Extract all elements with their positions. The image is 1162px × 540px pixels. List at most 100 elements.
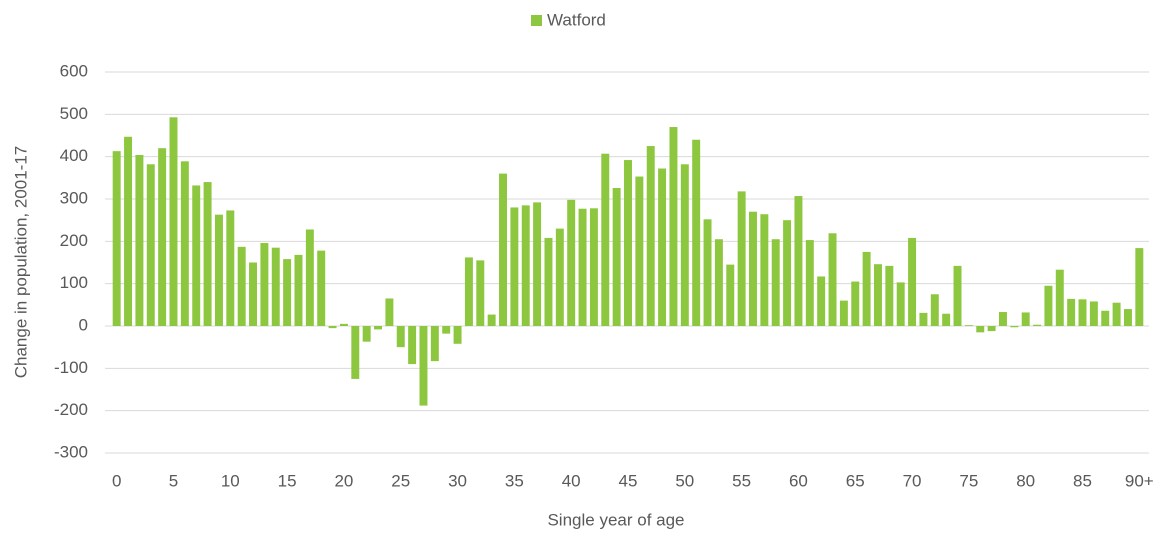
x-tick-label: 65 <box>846 471 865 490</box>
bar <box>510 207 519 326</box>
bar <box>567 199 576 326</box>
bar <box>521 205 530 326</box>
x-tick-label: 10 <box>221 471 240 490</box>
legend-label: Watford <box>547 10 606 29</box>
bar <box>544 237 553 326</box>
bar <box>771 239 780 326</box>
x-tick-label: 25 <box>391 471 410 490</box>
bar <box>158 148 167 326</box>
bar <box>339 323 348 326</box>
bar <box>635 176 644 326</box>
bar <box>703 219 712 326</box>
bar <box>476 260 485 326</box>
bar <box>237 246 246 326</box>
bar <box>612 187 621 326</box>
y-tick-label: 0 <box>79 315 88 334</box>
bar <box>919 312 928 326</box>
bar <box>169 117 178 327</box>
bar <box>351 326 360 379</box>
bar <box>646 146 655 326</box>
x-axis-title: Single year of age <box>547 510 684 529</box>
bar <box>271 247 280 326</box>
bar <box>714 239 723 326</box>
y-tick-label: 100 <box>60 273 88 292</box>
bar <box>839 300 848 326</box>
bar <box>112 151 121 326</box>
bar <box>453 326 462 344</box>
bar <box>430 326 439 362</box>
bar <box>1101 310 1110 326</box>
bar <box>828 233 837 326</box>
bar <box>589 208 598 326</box>
bar <box>464 257 473 326</box>
bar <box>601 153 610 326</box>
x-tick-label: 15 <box>278 471 297 490</box>
bar <box>680 164 689 326</box>
bar <box>862 251 871 326</box>
x-tick-label: 45 <box>619 471 638 490</box>
x-tick-label: 0 <box>112 471 121 490</box>
bar <box>260 243 269 326</box>
x-tick-label: 75 <box>959 471 978 490</box>
x-tick-label: 60 <box>789 471 808 490</box>
bar <box>385 298 394 326</box>
bar <box>805 240 814 326</box>
bar <box>726 264 735 326</box>
bar <box>896 282 905 326</box>
y-tick-label: 300 <box>60 188 88 207</box>
bar <box>203 182 212 326</box>
bar <box>1033 324 1042 326</box>
y-tick-label: -200 <box>54 400 88 419</box>
x-tick-label: 50 <box>675 471 694 490</box>
bar <box>624 160 632 326</box>
bar <box>249 262 258 326</box>
bar <box>499 173 507 326</box>
bar <box>1089 301 1098 326</box>
bar <box>953 265 962 326</box>
bar <box>760 214 769 326</box>
bar <box>930 294 939 326</box>
bar <box>817 276 826 326</box>
bar <box>908 237 917 326</box>
bar <box>783 220 792 326</box>
x-tick-label: 5 <box>169 471 178 490</box>
bar <box>1135 248 1144 326</box>
bar <box>692 139 701 326</box>
y-tick-label: 600 <box>60 61 88 80</box>
bar <box>658 168 667 326</box>
bar <box>317 250 326 326</box>
bar <box>1078 299 1087 326</box>
y-tick-label: -300 <box>54 442 88 461</box>
bar <box>146 164 155 326</box>
bar <box>419 326 428 406</box>
bar <box>1055 269 1064 326</box>
bar <box>1010 326 1019 328</box>
bar <box>737 191 746 326</box>
bar <box>294 254 303 326</box>
bar <box>396 326 405 348</box>
bar <box>362 326 371 342</box>
bar <box>976 326 985 333</box>
bar <box>1112 302 1121 326</box>
bar <box>1021 312 1030 326</box>
bar <box>1044 285 1053 326</box>
bar <box>794 196 803 326</box>
x-tick-label: 70 <box>903 471 922 490</box>
bar <box>192 185 201 326</box>
y-tick-label: -100 <box>54 358 88 377</box>
x-tick-label: 55 <box>732 471 751 490</box>
y-axis-title: Change in population, 2001-17 <box>11 146 30 379</box>
x-tick-label: 90+ <box>1125 471 1154 490</box>
bar <box>578 208 587 326</box>
bar <box>555 228 564 326</box>
bar <box>533 202 542 326</box>
bar <box>226 210 235 326</box>
y-tick-label: 400 <box>60 146 88 165</box>
x-tick-label: 40 <box>562 471 581 490</box>
bar <box>180 161 189 326</box>
bar <box>135 154 144 326</box>
bar <box>885 265 894 326</box>
legend-swatch <box>531 15 542 26</box>
bar <box>328 326 337 329</box>
x-tick-label: 85 <box>1073 471 1092 490</box>
